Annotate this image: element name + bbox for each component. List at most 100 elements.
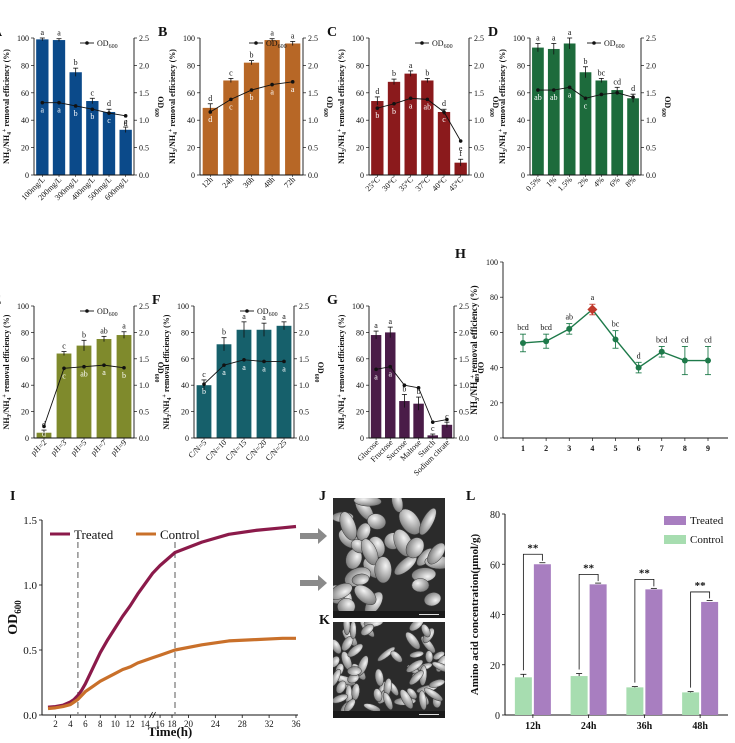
bar-significance-letter: a: [291, 31, 295, 40]
bar: [371, 101, 384, 175]
cell: [399, 689, 414, 709]
y-axis-title-text: Amino acid concentration(μmol/g): [469, 533, 481, 695]
bar-significance-letter: a: [536, 33, 540, 42]
x-tick-label: 48h: [692, 721, 708, 732]
category-tick-label: 8%: [624, 175, 638, 189]
y2-tick-label: 1.0: [646, 116, 656, 125]
category-tick-label: 40°C: [430, 175, 448, 193]
bar-significance-letter: a: [388, 317, 392, 326]
y-axis-title: NH3/NH4+ removal efficiency (%): [469, 285, 481, 414]
x-tick-label: 20: [184, 719, 194, 729]
bar-significance-letter: b: [417, 387, 421, 396]
legend-swatch: [664, 535, 686, 544]
y-axis-title: NH3/NH4+ removal efficiency (%): [337, 49, 348, 164]
data-point: [705, 357, 711, 364]
od-point: [631, 95, 635, 99]
y2-tick-label: 2.0: [139, 61, 149, 70]
od-point: [222, 363, 226, 367]
bar-significance-letter: a: [270, 29, 274, 38]
y2-tick-label: 2.0: [308, 61, 318, 70]
od-significance-letter: b: [392, 107, 396, 116]
significance-letter: ab: [565, 313, 573, 322]
panel-C: Cd 25°C b 30°C a 35°C b 37°C d 40°C f 45°C b b a ab c e 0 2…: [327, 25, 500, 193]
y2-tick-label: 0.5: [459, 408, 469, 417]
y2-axis-title: OD600: [313, 362, 325, 383]
y2-tick-label: 2.0: [139, 328, 149, 337]
y-tick-label: 100: [352, 34, 364, 43]
bar-significance-letter: b: [222, 328, 226, 337]
y2-tick-label: 2.5: [308, 34, 318, 43]
y-tick-label: 20: [187, 144, 195, 153]
cell: [431, 661, 445, 673]
y2-axis-title-text: OD600: [153, 96, 165, 117]
y2-tick-label: 0.0: [646, 171, 656, 180]
bar-significance-letter: b: [584, 57, 588, 66]
cell: [333, 693, 349, 704]
bar-significance-letter: a: [242, 312, 246, 321]
y-tick-label: 80: [181, 328, 189, 337]
od-point: [290, 80, 295, 84]
bar: [52, 40, 66, 176]
y-tick-label: 60: [356, 355, 364, 364]
cell: [354, 584, 377, 605]
bar: [202, 107, 218, 175]
category-tick-label: pH=3: [49, 438, 68, 457]
bar-significance-letter: b: [392, 69, 396, 78]
bar-significance-letter: e: [124, 117, 128, 126]
cell: [409, 650, 424, 658]
y-tick-label: 40: [356, 116, 364, 125]
y-tick-label: 0: [494, 434, 498, 443]
bar-significance-letter: c: [202, 370, 206, 379]
y2-tick-label: 2.5: [299, 302, 309, 311]
y-tick-label: 0.0: [23, 710, 37, 722]
bar: [285, 43, 301, 176]
od-point: [375, 106, 380, 110]
y-tick-label: 40: [21, 116, 29, 125]
bar-significance-letter: d: [208, 94, 212, 103]
od-point: [202, 382, 206, 386]
bar: [611, 90, 624, 175]
od-significance-letter: d: [124, 119, 128, 128]
bar: [236, 329, 252, 438]
bar-control: [626, 687, 644, 715]
cell: [419, 508, 437, 536]
x-tick-label: 14: [141, 719, 151, 729]
cell: [351, 573, 370, 586]
bar-significance-letter: b: [425, 68, 429, 77]
bar-significance-letter: c: [229, 68, 233, 77]
legend-marker: [85, 309, 89, 313]
od-point: [445, 417, 449, 422]
significance-letter: bcd: [517, 323, 529, 332]
bar: [56, 353, 72, 438]
y-tick-label: 40: [21, 381, 29, 390]
od-significance-letter: a: [568, 90, 572, 99]
bar-significance-letter: a: [568, 28, 572, 37]
cell: [423, 687, 443, 702]
bar: [454, 162, 467, 175]
bar: [437, 111, 451, 175]
panel-I: I0.00.51.01.52 4 6 8 10 12 14 16 18 20 24 28 32 36Tre…: [6, 489, 327, 739]
od-point: [615, 91, 620, 95]
y2-axis-title: OD600: [153, 362, 165, 383]
panel-label: F: [152, 293, 161, 308]
cell: [367, 513, 387, 530]
bar: [223, 80, 239, 175]
od-line: [376, 366, 447, 423]
y2-axis-title-text: OD600: [660, 96, 672, 117]
y-tick-label: 0: [495, 711, 500, 722]
cell: [411, 578, 430, 593]
bar-control: [514, 677, 532, 715]
bar-significance-letter: b: [402, 384, 406, 393]
y2-tick-label: 0.5: [474, 144, 484, 153]
category-tick-label: pH=9: [109, 438, 128, 457]
bar: [96, 339, 112, 438]
bar: [86, 101, 99, 175]
y-axis-title: NH3/NH4+ removal efficiency (%): [168, 49, 179, 164]
y-tick-label: 0: [360, 434, 364, 443]
od-significance-letter: a: [270, 88, 274, 97]
bar-significance-letter: d: [42, 420, 46, 429]
y2-tick-label: 0.0: [139, 434, 149, 443]
y-axis-title-text: NH3/NH4+ removal efficiency (%): [337, 314, 348, 429]
y-tick-label: 100: [513, 34, 525, 43]
